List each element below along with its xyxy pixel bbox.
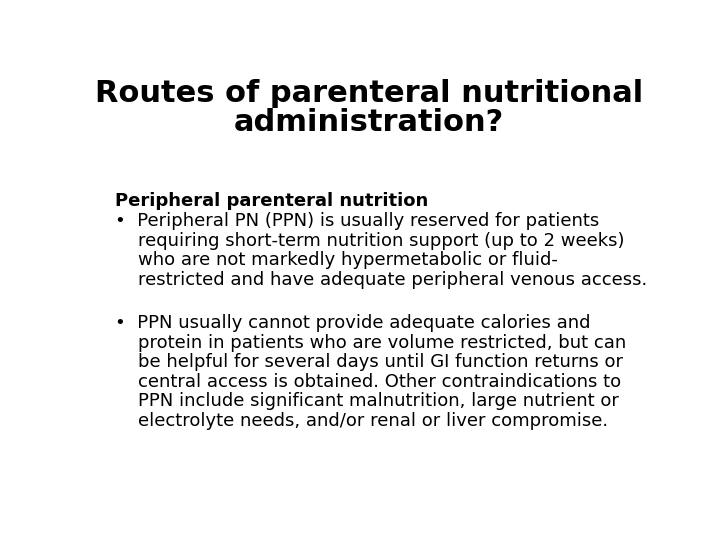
Text: restricted and have adequate peripheral venous access.: restricted and have adequate peripheral … [115, 271, 647, 289]
Text: Routes of parenteral nutritional: Routes of parenteral nutritional [95, 79, 643, 109]
Text: central access is obtained. Other contraindications to: central access is obtained. Other contra… [115, 373, 621, 391]
Text: who are not markedly hypermetabolic or fluid-: who are not markedly hypermetabolic or f… [115, 252, 558, 269]
Text: •  PPN usually cannot provide adequate calories and: • PPN usually cannot provide adequate ca… [115, 314, 590, 332]
Text: be helpful for several days until GI function returns or: be helpful for several days until GI fun… [115, 353, 623, 372]
Text: protein in patients who are volume restricted, but can: protein in patients who are volume restr… [115, 334, 626, 352]
Text: •  Peripheral PN (PPN) is usually reserved for patients: • Peripheral PN (PPN) is usually reserve… [115, 212, 599, 231]
Text: PPN include significant malnutrition, large nutrient or: PPN include significant malnutrition, la… [115, 393, 619, 410]
Text: requiring short-term nutrition support (up to 2 weeks): requiring short-term nutrition support (… [115, 232, 625, 250]
Text: Peripheral parenteral nutrition: Peripheral parenteral nutrition [115, 192, 428, 210]
Text: administration?: administration? [234, 109, 504, 138]
Text: electrolyte needs, and/or renal or liver compromise.: electrolyte needs, and/or renal or liver… [115, 412, 608, 430]
